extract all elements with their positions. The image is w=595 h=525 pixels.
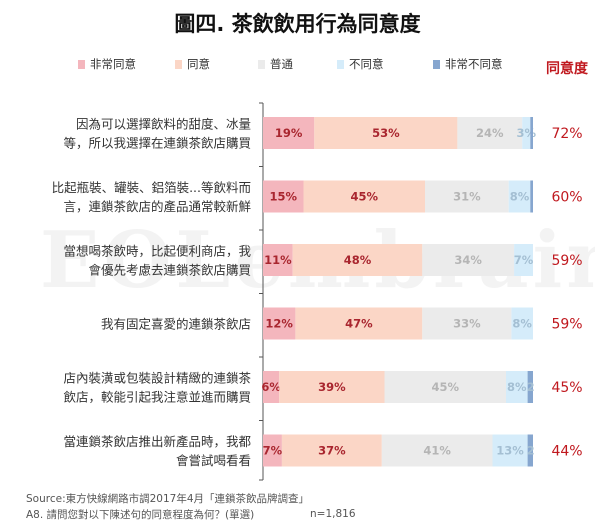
- sample-size: n=1,816: [310, 508, 356, 520]
- bar-segment: [263, 434, 282, 467]
- source-note: Source:東方快線網路市調2017年4月「連鎖茶飲品牌調查」: [26, 493, 310, 505]
- legend-label: 不同意: [349, 57, 384, 71]
- bar-segment: [263, 117, 315, 149]
- legend-item: 同意: [175, 56, 210, 72]
- data-label: 7%: [514, 253, 534, 267]
- agree-total: 60%: [551, 190, 582, 206]
- legend-swatch: [433, 59, 440, 69]
- bar-segment: [263, 180, 304, 213]
- legend-swatch: [258, 59, 265, 69]
- category-label: 我有固定喜愛的連鎖茶飲店: [101, 317, 251, 332]
- category-label: 會優先考慮去連鎖茶飲店購買: [88, 263, 251, 278]
- data-label: 2: [527, 380, 535, 394]
- bar-segment: [263, 244, 293, 276]
- data-label: 7%: [263, 444, 283, 458]
- bar-segment: [292, 244, 423, 276]
- category-label: 店內裝潢或包裝設計精緻的連鎖茶: [63, 371, 251, 386]
- bar-segment: [508, 180, 531, 213]
- agree-total: 59%: [551, 253, 582, 269]
- question-note: A8. 請問您對以下陳述句的同意程度為何？(單選): [26, 509, 255, 521]
- legend-item: 不同意: [337, 56, 384, 72]
- data-label: 8%: [507, 380, 527, 394]
- data-label: 45%: [350, 190, 378, 204]
- data-label: 13%: [496, 444, 524, 458]
- agree-total: 45%: [551, 380, 582, 396]
- legend-swatch: [175, 59, 182, 69]
- bar-segment: [295, 307, 423, 340]
- bar-segment: [422, 244, 515, 276]
- legend-label: 同意: [187, 57, 210, 71]
- bar-segment: [422, 307, 512, 340]
- category-label: 飲店，較能引起我注意並進而購買: [63, 390, 251, 405]
- bar-segment: [263, 371, 280, 403]
- data-label: 37%: [318, 444, 346, 458]
- bar-segment: [506, 371, 528, 403]
- legend: 非常同意 同意 普通 不同意 非常不同意: [0, 56, 595, 76]
- category-label: 當連鎖茶飲店推出新產品時，我都: [63, 434, 251, 449]
- legend-swatch: [337, 59, 344, 69]
- data-label: 2: [527, 444, 535, 458]
- data-label: 45%: [431, 380, 459, 394]
- data-label: 48%: [344, 253, 372, 267]
- legend-label: 非常同意: [90, 57, 136, 71]
- bar-segment: [381, 434, 493, 467]
- data-label: 15%: [269, 190, 297, 204]
- category-label: 因為可以選擇飲料的甜度、冰量: [76, 117, 251, 132]
- bar-segment: [281, 434, 382, 467]
- data-label: 47%: [345, 317, 373, 331]
- bar-segment: [514, 244, 533, 276]
- legend-label: 非常不同意: [445, 57, 503, 71]
- agree-column-header: 同意度: [546, 61, 588, 77]
- data-label: 11%: [264, 253, 292, 267]
- data-label: 53%: [372, 126, 400, 140]
- data-label: 6%: [261, 380, 281, 394]
- agree-total: 44%: [551, 444, 582, 460]
- bar-segment: [457, 117, 523, 149]
- data-label: 3%: [516, 126, 536, 140]
- bar-segment: [530, 180, 533, 213]
- bar-segment: [492, 434, 528, 467]
- legend-item: 非常不同意: [433, 56, 503, 72]
- bar-segment: [279, 371, 385, 403]
- category-label: 等，所以我選擇在連鎖茶飲店購買: [63, 136, 251, 151]
- bar-segment: [314, 117, 458, 149]
- agree-total: 72%: [551, 126, 582, 142]
- bar-segment: [522, 117, 531, 149]
- bar-segment: [530, 117, 533, 149]
- data-label: 41%: [423, 444, 451, 458]
- data-label: 8%: [510, 190, 530, 204]
- bar-segment: [527, 434, 533, 467]
- category-label: 言，連鎖茶飲店的產品通常較新鮮: [63, 199, 251, 214]
- stacked-bar-chart: 因為可以選擇飲料的甜度、冰量等，所以我選擇在連鎖茶飲店購買 19% 53% 24% 3%…: [52, 102, 583, 481]
- bar-segment: [263, 307, 296, 340]
- legend-label: 普通: [270, 57, 293, 71]
- data-label: 8%: [512, 317, 532, 331]
- data-label: 33%: [453, 317, 481, 331]
- legend-item: 普通: [258, 56, 293, 72]
- category-label: 會嘗試喝看看: [176, 453, 251, 468]
- data-label: 34%: [454, 253, 482, 267]
- agree-total: 59%: [551, 317, 582, 333]
- bar-segment: [384, 371, 506, 403]
- legend-swatch: [78, 59, 85, 69]
- category-label: 當想喝茶飲時，比起便利商店，我: [63, 244, 251, 259]
- bar-segment: [425, 180, 509, 213]
- bar-segment: [303, 180, 425, 213]
- data-label: 19%: [275, 126, 303, 140]
- category-label: 比起瓶裝、罐裝、鋁箔裝...等飲料而: [52, 180, 251, 195]
- data-label: 12%: [265, 317, 293, 331]
- data-label: 31%: [453, 190, 481, 204]
- bar-segment: [511, 307, 533, 340]
- data-label: 39%: [318, 380, 346, 394]
- chart-title: 圖四. 茶飲飲用行為同意度: [174, 12, 421, 36]
- legend-item: 非常同意: [78, 56, 136, 72]
- bar-segment: [527, 371, 533, 403]
- data-label: 24%: [476, 126, 504, 140]
